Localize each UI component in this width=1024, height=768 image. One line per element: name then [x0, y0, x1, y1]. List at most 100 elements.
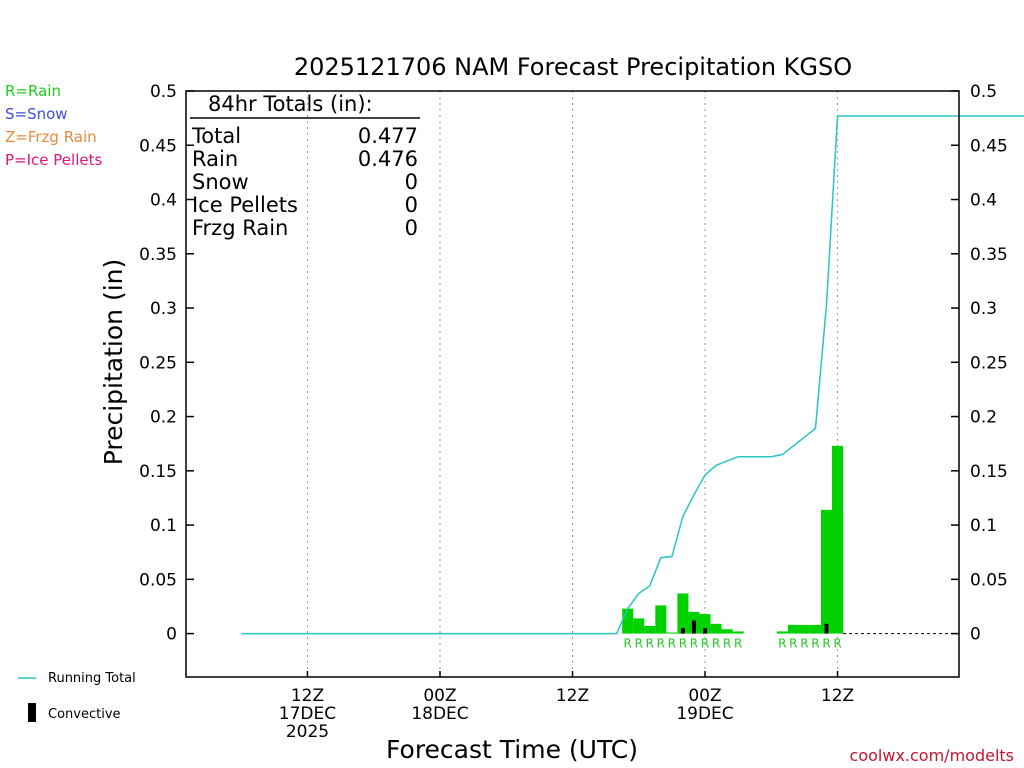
totals-row-value: 0.477 — [358, 124, 418, 148]
precip-bar — [644, 625, 656, 634]
convective-bar — [824, 623, 829, 634]
y-tick-label-right: 0.4 — [970, 191, 997, 211]
totals-row-value: 0 — [405, 216, 418, 240]
x-tick-label: 12Z — [291, 686, 324, 706]
totals-box: 84hr Totals (in): Total 0.477 Rain 0.476 Sno… — [190, 92, 420, 240]
ptype-label: R — [646, 637, 654, 651]
precip-bar — [677, 593, 689, 634]
totals-header: 84hr Totals (in): — [208, 92, 373, 116]
y-tick-label-left: 0.45 — [139, 136, 177, 156]
precip-bar — [820, 509, 833, 634]
ptype-legend-item: Z=Frzg Rain — [5, 128, 97, 146]
x-tick-label: 00Z — [423, 686, 456, 706]
convective-bars — [680, 620, 829, 634]
ptype-label: R — [679, 637, 687, 651]
y-tick-label-right: 0.05 — [970, 570, 1008, 590]
ptype-label: R — [635, 637, 643, 651]
y-tick-label-left: 0.3 — [150, 299, 177, 319]
ptype-label: R — [734, 637, 742, 651]
x-tick-label: 2025 — [286, 722, 329, 742]
precip-bar — [832, 445, 844, 634]
y-tick-label-right: 0.35 — [970, 245, 1008, 265]
totals-row-value: 0 — [405, 193, 418, 217]
ptype-legend: R=Rain S=Snow Z=Frzg Rain P=Ice Pellets — [5, 82, 102, 169]
precip-bars — [622, 445, 844, 634]
y-tick-label-left: 0.5 — [150, 82, 177, 102]
totals-rows: Total 0.477 Rain 0.476 Snow 0 Ice Pellets 0 Frzg… — [191, 124, 418, 240]
ptype-label: R — [668, 637, 676, 651]
y-tick-label-left: 0 — [166, 625, 177, 645]
bottom-legend: Running Total Convective — [18, 671, 136, 722]
y-tick-label-left: 0.2 — [150, 408, 177, 428]
x-tick-label: 12Z — [821, 686, 854, 706]
ptype-label: R — [723, 637, 731, 651]
y-axis-label: Precipitation (in) — [99, 259, 128, 466]
grid-lines — [306, 91, 959, 677]
precip-bar — [721, 629, 733, 634]
running-total-line — [241, 115, 1024, 635]
x-tick-label: 00Z — [688, 686, 721, 706]
y-tick-label-left: 0.15 — [139, 462, 177, 482]
ptype-label: R — [657, 637, 665, 651]
x-tick-label: 17DEC — [279, 704, 336, 724]
plot-frame — [185, 90, 960, 678]
x-tick-label: 19DEC — [676, 704, 733, 724]
totals-row-value: 0.476 — [358, 147, 418, 171]
totals-row-value: 0 — [405, 170, 418, 194]
precip-bar — [655, 605, 667, 634]
totals-row-label: Snow — [192, 170, 249, 194]
ptype-label: R — [789, 637, 797, 651]
y-tick-label-right: 0.45 — [970, 136, 1008, 156]
ptype-label: R — [822, 637, 830, 651]
y-tick-label-left: 0.25 — [139, 353, 177, 373]
y-tick-label-right: 0 — [970, 625, 981, 645]
precip-bar — [622, 608, 634, 634]
ptype-label: R — [778, 637, 786, 651]
precip-bar — [787, 624, 799, 634]
y-tick-label-right: 0.5 — [970, 82, 997, 102]
ptype-label: R — [701, 637, 709, 651]
y-ticks-right: 0 0.05 0.1 0.15 0.2 0.25 0.3 0.35 0.4 0.45 0.5 — [951, 82, 1008, 645]
totals-row-label: Frzg Rain — [192, 216, 288, 240]
ptype-label: R — [690, 637, 698, 651]
precip-bar — [776, 631, 788, 634]
x-tick-label: 18DEC — [411, 704, 468, 724]
y-tick-label-left: 0.05 — [139, 570, 177, 590]
convective-legend-swatch — [28, 703, 36, 722]
ptype-legend-item: P=Ice Pellets — [5, 151, 102, 169]
y-ticks-left: 0 0.05 0.1 0.15 0.2 0.25 0.3 0.35 0.4 0.45 0.5 — [139, 82, 194, 645]
y-tick-label-left: 0.35 — [139, 245, 177, 265]
convective-bar — [691, 620, 696, 634]
precip-bar — [699, 614, 711, 634]
y-tick-label-right: 0.25 — [970, 353, 1008, 373]
running-total-polyline — [241, 115, 1024, 635]
x-tick-label: 12Z — [556, 686, 589, 706]
ptype-label: R — [811, 637, 819, 651]
precip-bar — [809, 624, 821, 634]
convective-bar — [680, 628, 685, 634]
chart-title: 2025121706 NAM Forecast Precipitation KG… — [294, 53, 852, 81]
convective-bar — [703, 628, 708, 634]
precip-bar — [732, 631, 744, 634]
y-tick-label-right: 0.1 — [970, 516, 997, 536]
totals-row-label: Ice Pellets — [192, 193, 298, 217]
precip-bar — [798, 624, 810, 634]
precip-bar — [710, 623, 722, 634]
precip-bar — [633, 618, 645, 634]
ptype-label: R — [800, 637, 808, 651]
totals-row-label: Rain — [192, 147, 238, 171]
credit-text: coolwx.com/modelts — [850, 746, 1014, 765]
totals-row-label: Total — [191, 124, 241, 148]
running-total-legend-label: Running Total — [48, 671, 136, 686]
y-tick-label-right: 0.3 — [970, 299, 997, 319]
y-tick-label-right: 0.15 — [970, 462, 1008, 482]
y-tick-label-left: 0.1 — [150, 516, 177, 536]
y-tick-label-right: 0.2 — [970, 408, 997, 428]
precip-bar — [666, 632, 678, 634]
ptype-legend-item: R=Rain — [5, 82, 61, 100]
convective-legend-label: Convective — [48, 707, 121, 722]
ptype-label: R — [624, 637, 632, 651]
